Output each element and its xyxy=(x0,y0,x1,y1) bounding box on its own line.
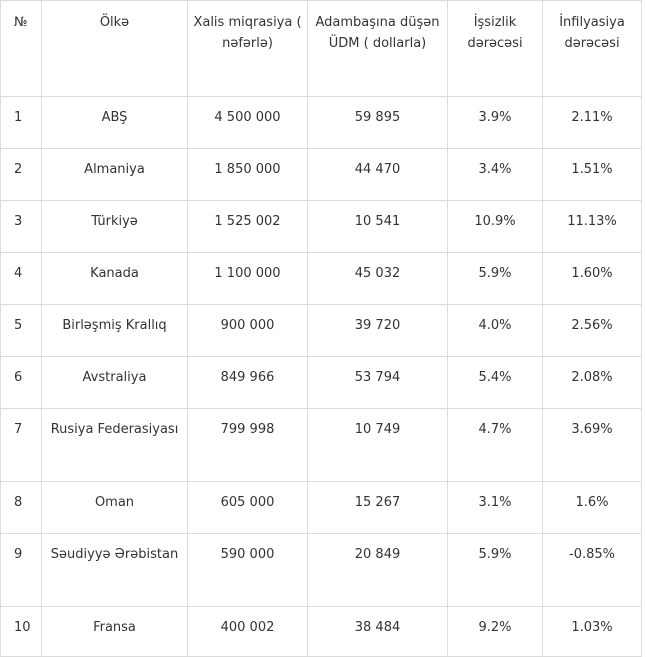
cell-inflation: 1.51% xyxy=(542,148,642,201)
cell-gdp-per-capita: 38 484 xyxy=(307,606,448,657)
cell-inflation: 1.6% xyxy=(542,481,642,534)
cell-net-migration: 605 000 xyxy=(187,481,308,534)
cell-net-migration: 1 525 002 xyxy=(187,200,308,253)
cell-unemployment: 5.4% xyxy=(447,356,543,409)
cell-gdp-per-capita: 59 895 xyxy=(307,96,448,149)
cell-net-migration: 849 966 xyxy=(187,356,308,409)
cell-inflation: -0.85% xyxy=(542,533,642,607)
cell-country: Türkiyə xyxy=(41,200,188,253)
cell-unemployment: 3.1% xyxy=(447,481,543,534)
table-row: 10 Fransa 400 002 38 484 9.2% 1.03% xyxy=(0,606,642,657)
header-cell-gdp-per-capita: Adambaşına düşən ÜDM ( dollarla) xyxy=(307,0,448,97)
cell-gdp-per-capita: 45 032 xyxy=(307,252,448,305)
cell-unemployment: 5.9% xyxy=(447,533,543,607)
cell-gdp-per-capita: 10 749 xyxy=(307,408,448,482)
cell-country: Oman xyxy=(41,481,188,534)
cell-inflation: 11.13% xyxy=(542,200,642,253)
cell-gdp-per-capita: 20 849 xyxy=(307,533,448,607)
cell-number: 3 xyxy=(0,200,42,253)
cell-unemployment: 3.9% xyxy=(447,96,543,149)
cell-number: 6 xyxy=(0,356,42,409)
cell-net-migration: 799 998 xyxy=(187,408,308,482)
cell-number: 7 xyxy=(0,408,42,482)
cell-gdp-per-capita: 10 541 xyxy=(307,200,448,253)
table-row: 3 Türkiyə 1 525 002 10 541 10.9% 11.13% xyxy=(0,200,642,253)
table-row: 4 Kanada 1 100 000 45 032 5.9% 1.60% xyxy=(0,252,642,305)
cell-unemployment: 10.9% xyxy=(447,200,543,253)
cell-inflation: 2.56% xyxy=(542,304,642,357)
cell-unemployment: 5.9% xyxy=(447,252,543,305)
cell-country: Kanada xyxy=(41,252,188,305)
cell-net-migration: 400 002 xyxy=(187,606,308,657)
cell-gdp-per-capita: 39 720 xyxy=(307,304,448,357)
cell-unemployment: 9.2% xyxy=(447,606,543,657)
cell-inflation: 1.60% xyxy=(542,252,642,305)
cell-country: Fransa xyxy=(41,606,188,657)
cell-net-migration: 1 850 000 xyxy=(187,148,308,201)
cell-unemployment: 4.0% xyxy=(447,304,543,357)
cell-number: 4 xyxy=(0,252,42,305)
cell-gdp-per-capita: 44 470 xyxy=(307,148,448,201)
cell-number: 10 xyxy=(0,606,42,657)
cell-gdp-per-capita: 15 267 xyxy=(307,481,448,534)
cell-number: 9 xyxy=(0,533,42,607)
table-row: 5 Birləşmiş Krallıq 900 000 39 720 4.0% … xyxy=(0,304,642,357)
cell-net-migration: 4 500 000 xyxy=(187,96,308,149)
header-cell-number: № xyxy=(0,0,42,97)
table-row: 9 Səudiyyə Ərəbistan 590 000 20 849 5.9%… xyxy=(0,533,642,607)
cell-country: ABŞ xyxy=(41,96,188,149)
cell-number: 8 xyxy=(0,481,42,534)
table-row: 8 Oman 605 000 15 267 3.1% 1.6% xyxy=(0,481,642,534)
cell-gdp-per-capita: 53 794 xyxy=(307,356,448,409)
table-row: 7 Rusiya Federasiyası 799 998 10 749 4.7… xyxy=(0,408,642,482)
cell-number: 1 xyxy=(0,96,42,149)
cell-number: 2 xyxy=(0,148,42,201)
cell-country: Birləşmiş Krallıq xyxy=(41,304,188,357)
header-cell-net-migration: Xalis miqrasiya ( nəfərlə) xyxy=(187,0,308,97)
cell-net-migration: 590 000 xyxy=(187,533,308,607)
cell-inflation: 2.11% xyxy=(542,96,642,149)
header-cell-inflation: İnfilyasiya dərəcəsi xyxy=(542,0,642,97)
cell-country: Səudiyyə Ərəbistan xyxy=(41,533,188,607)
table-row: 6 Avstraliya 849 966 53 794 5.4% 2.08% xyxy=(0,356,642,409)
cell-unemployment: 4.7% xyxy=(447,408,543,482)
header-row: № Ölkə Xalis miqrasiya ( nəfərlə) Adamba… xyxy=(0,0,642,97)
cell-country: Rusiya Federasiyası xyxy=(41,408,188,482)
cell-unemployment: 3.4% xyxy=(447,148,543,201)
table-row: 1 ABŞ 4 500 000 59 895 3.9% 2.11% xyxy=(0,96,642,149)
cell-inflation: 2.08% xyxy=(542,356,642,409)
header-cell-country: Ölkə xyxy=(41,0,188,97)
cell-country: Almaniya xyxy=(41,148,188,201)
cell-number: 5 xyxy=(0,304,42,357)
cell-inflation: 1.03% xyxy=(542,606,642,657)
header-cell-unemployment: İşsizlik dərəcəsi xyxy=(447,0,543,97)
cell-country: Avstraliya xyxy=(41,356,188,409)
table-row: 2 Almaniya 1 850 000 44 470 3.4% 1.51% xyxy=(0,148,642,201)
cell-inflation: 3.69% xyxy=(542,408,642,482)
cell-net-migration: 900 000 xyxy=(187,304,308,357)
cell-net-migration: 1 100 000 xyxy=(187,252,308,305)
